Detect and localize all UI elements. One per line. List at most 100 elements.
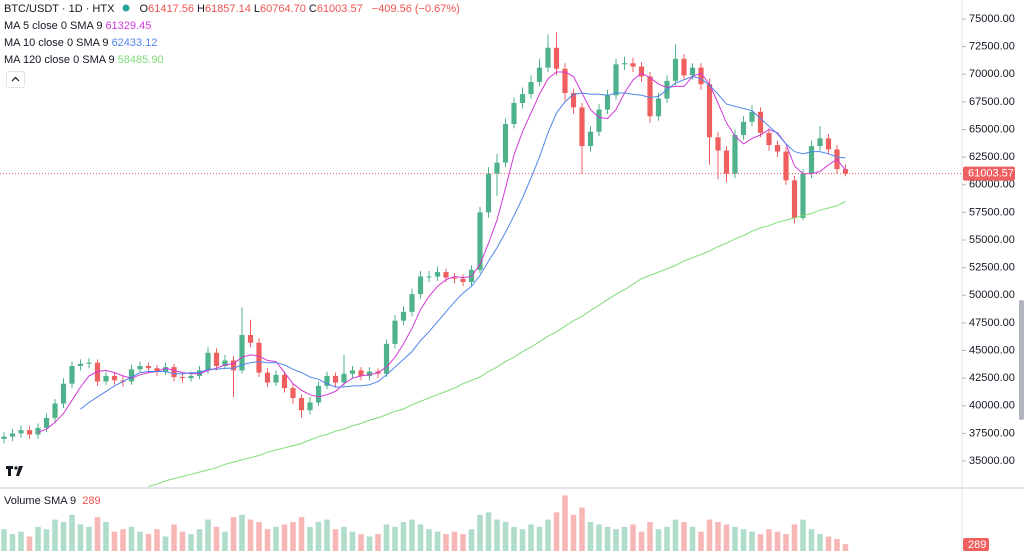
candle-body xyxy=(723,150,730,174)
candle-body xyxy=(273,374,279,383)
volume-bar xyxy=(681,522,687,551)
candle-body xyxy=(315,385,322,403)
candle-body xyxy=(825,138,832,150)
volume-bar xyxy=(375,534,381,551)
candle-body xyxy=(145,365,152,369)
candle-body xyxy=(783,151,789,181)
volume-bar xyxy=(324,519,330,551)
volume-bar xyxy=(443,534,449,551)
volume-bar xyxy=(52,519,58,551)
candle-body xyxy=(502,123,509,163)
indicator-last: 62433.12 xyxy=(111,37,158,49)
volume-bar xyxy=(94,517,101,551)
volume-bar xyxy=(689,526,696,551)
candle-body xyxy=(434,272,441,277)
y-tick-label: 57500.00 xyxy=(969,206,1015,218)
collapse-button[interactable] xyxy=(6,71,25,88)
y-tick-label: 47500.00 xyxy=(969,317,1015,329)
candle-body xyxy=(536,67,543,82)
candle-body xyxy=(52,403,58,418)
volume-last: 289 xyxy=(82,495,101,507)
candle-body xyxy=(655,98,662,117)
volume-bar xyxy=(366,536,373,551)
volume-legend: Volume SMA 9 289 xyxy=(4,495,104,507)
volume-bar xyxy=(307,526,313,551)
volume-bar xyxy=(842,544,849,551)
candle-body xyxy=(732,135,738,174)
volume-bar xyxy=(111,531,118,551)
volume-bar xyxy=(638,531,645,551)
candle-body xyxy=(60,383,67,404)
last-price-label: 61003.57 xyxy=(968,168,1014,180)
candle-body xyxy=(570,93,577,108)
y-tick-label: 40000.00 xyxy=(969,400,1015,412)
candle-body xyxy=(630,63,636,67)
volume-bar xyxy=(247,519,254,551)
y-tick-label: 75000.00 xyxy=(969,13,1015,25)
volume-bar xyxy=(647,522,653,551)
candle-body xyxy=(324,375,330,386)
volume-bar xyxy=(281,524,288,551)
candle-body xyxy=(681,58,687,76)
volume-bar xyxy=(468,529,475,551)
candle-body xyxy=(103,375,109,382)
scrollbar xyxy=(1019,300,1024,420)
volume-bar xyxy=(60,522,67,551)
ohlc-key: H xyxy=(197,3,205,15)
candle-body xyxy=(494,162,500,174)
y-tick-label: 62500.00 xyxy=(969,151,1015,163)
candle-body xyxy=(86,362,92,364)
candle-body xyxy=(842,169,849,174)
y-tick-label: 67500.00 xyxy=(969,96,1015,108)
volume-bar xyxy=(715,522,721,551)
ohlc-value: 61003.57 xyxy=(316,3,363,15)
candle-body xyxy=(290,388,296,399)
candle-body xyxy=(621,63,628,65)
volume-bar xyxy=(315,522,322,551)
volume-bar xyxy=(230,517,237,551)
candle-body xyxy=(1,436,7,439)
candle-body xyxy=(230,360,237,371)
symbol-legend: BTC/USDT · 1D · HTX O61417.56 H61857.14 L6… xyxy=(4,3,463,15)
volume-bar xyxy=(179,531,186,551)
candle-body xyxy=(35,427,41,435)
candle-body xyxy=(774,144,781,152)
volume-bar xyxy=(570,514,577,551)
candle-body xyxy=(213,352,220,366)
candle-body xyxy=(77,363,84,366)
candle-body xyxy=(613,64,619,96)
ohlc-value: 61857.14 xyxy=(204,3,251,15)
candle-body xyxy=(366,371,373,376)
candle-body xyxy=(800,173,806,218)
volume-bar xyxy=(137,531,143,551)
volume-bar xyxy=(332,529,339,551)
candle-body xyxy=(689,67,696,76)
candle-body xyxy=(154,368,160,372)
volume-bar xyxy=(196,529,203,551)
volume-bar xyxy=(536,526,543,551)
candle-body xyxy=(791,180,798,218)
indicator-entry: MA 5 close 0 SMA 9 61329.45 xyxy=(4,20,154,32)
volume-bar xyxy=(723,524,730,551)
candle-body xyxy=(477,212,483,270)
volume-bar xyxy=(162,536,169,551)
y-tick-label: 52500.00 xyxy=(969,262,1015,274)
candle-body xyxy=(604,95,611,110)
volume-bar xyxy=(264,529,271,551)
volume-bar xyxy=(43,529,50,551)
volume-bar xyxy=(434,531,441,551)
volume-bar xyxy=(477,514,483,551)
candle-body xyxy=(205,352,211,371)
volume-bar xyxy=(1,529,7,551)
candle-body xyxy=(26,430,33,435)
volume-bar xyxy=(120,529,126,551)
moving-average-line xyxy=(80,75,846,410)
candle-body xyxy=(698,67,704,85)
volume-bar xyxy=(256,522,262,551)
candle-body xyxy=(307,402,313,411)
volume-bar xyxy=(426,529,432,551)
volume-bar xyxy=(18,531,24,551)
candle-body xyxy=(562,68,568,94)
volume-bar xyxy=(698,531,704,551)
candle-body xyxy=(18,430,24,434)
